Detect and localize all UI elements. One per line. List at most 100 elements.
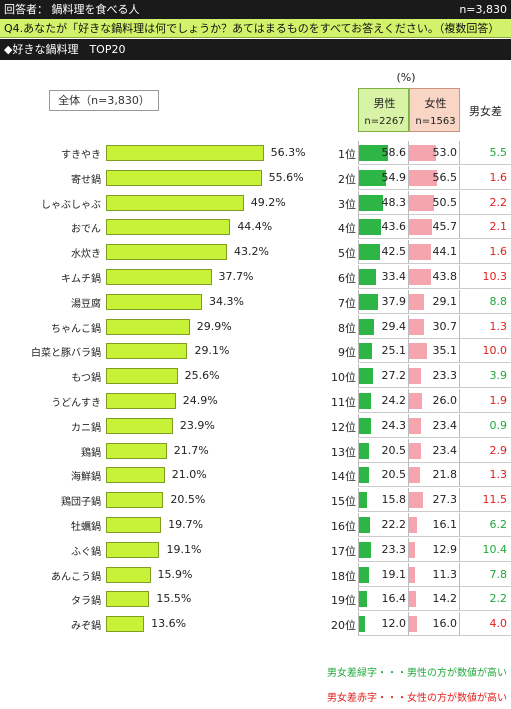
category-label: もつ鍋: [71, 373, 101, 385]
overall-value-label: 21.0%: [171, 468, 207, 482]
female-bar: [409, 269, 431, 285]
male-cell: 29.4: [358, 314, 409, 339]
overall-bar: [106, 393, 176, 409]
rank-label: 8位: [338, 321, 356, 335]
male-cell: 22.2: [358, 513, 409, 537]
male-bar: [359, 343, 372, 360]
female-n: n=1563: [415, 116, 456, 127]
male-bar: [359, 393, 372, 409]
female-cell: 16.0: [409, 612, 460, 637]
diff-value: 1.3: [489, 319, 508, 333]
female-column-header: 女性 n=1563: [409, 88, 460, 132]
male-value: 42.5: [381, 245, 407, 259]
female-value: 44.1: [432, 245, 458, 259]
female-value: 45.7: [432, 220, 458, 234]
female-value: 43.8: [432, 270, 458, 283]
male-cell: 16.4: [358, 587, 409, 612]
chart-row: うどんすき 24.9% 11位 24.2 26.0 1.9: [0, 389, 511, 413]
female-bar: [409, 393, 422, 409]
female-bar: [409, 145, 436, 161]
category-label: 寄せ鍋: [71, 174, 101, 186]
female-cell: 56.5: [409, 165, 460, 190]
chart-row: 海鮮鍋 21.0% 14位 20.5 21.8 1.3: [0, 463, 511, 488]
respondents-label: 回答者： 鍋料理を食べる人: [4, 3, 140, 16]
rank-label: 15位: [331, 495, 356, 509]
female-cell: 26.0: [409, 389, 460, 413]
male-value: 29.4: [381, 319, 407, 333]
female-cell: 29.1: [409, 289, 460, 314]
female-cell: 12.9: [409, 537, 460, 562]
female-label: 女性: [424, 97, 447, 110]
overall-value-label: 29.1%: [194, 344, 230, 358]
chart-row: 水炊き 43.2% 5位 42.5 44.1 1.6: [0, 240, 511, 265]
rank-label: 13位: [331, 445, 356, 459]
male-cell: 15.8: [358, 488, 409, 513]
female-cell: 50.5: [409, 190, 460, 215]
rank-label: 12位: [331, 420, 356, 434]
female-cell: 27.3: [409, 488, 460, 513]
category-label: カニ鍋: [71, 422, 101, 434]
female-value: 50.5: [432, 195, 458, 209]
female-cell: 23.4: [409, 413, 460, 438]
male-cell: 43.6: [358, 215, 409, 240]
rank-label: 16位: [331, 520, 356, 533]
rank-label: 19位: [331, 594, 356, 608]
rank-label: 10位: [331, 371, 356, 385]
chart-row: すきやき 56.3% 1位 58.6 53.0 5.5: [0, 141, 511, 165]
overall-bar: [106, 269, 212, 285]
diff-value: 10.4: [482, 542, 508, 556]
male-bar: [359, 169, 387, 186]
overall-bar: [106, 169, 262, 186]
category-label: 湯豆腐: [71, 298, 101, 310]
total-n: n=3,830: [459, 3, 507, 16]
female-bar: [409, 417, 421, 434]
category-label: ちゃんこ鍋: [51, 323, 101, 335]
overall-bar: [106, 219, 231, 236]
rank-label: 4位: [338, 222, 356, 236]
diff-value: 2.1: [489, 220, 508, 234]
female-value: 30.7: [432, 319, 458, 333]
female-value: 53.0: [432, 146, 458, 159]
diff-value: 8.8: [489, 294, 508, 308]
overall-value-label: 43.2%: [233, 245, 269, 259]
category-label: タラ鍋: [71, 596, 101, 608]
diff-value: 11.5: [482, 493, 508, 507]
diff-cell: 8.8: [460, 290, 511, 314]
rank-label: 2位: [338, 172, 356, 186]
male-diff-note: 男女差緑字・・・男性の方が数値が高い: [327, 668, 507, 679]
male-cell: 24.3: [358, 413, 409, 438]
female-value: 21.8: [432, 468, 458, 482]
diff-cell: 0.9: [460, 414, 511, 438]
female-cell: 11.3: [409, 562, 460, 587]
rank-label: 18位: [331, 569, 356, 583]
overall-value-label: 19.1%: [166, 542, 202, 556]
diff-cell: 1.3: [460, 463, 511, 488]
diff-value: 2.2: [489, 195, 508, 209]
male-bar: [359, 318, 374, 335]
overall-bar: [106, 517, 162, 533]
chart-row: 湯豆腐 34.3% 7位 37.9 29.1 8.8: [0, 289, 511, 314]
diff-cell: 1.6: [460, 166, 511, 190]
male-value: 58.6: [381, 146, 407, 159]
category-label: しゃぶしゃぶ: [41, 199, 101, 211]
female-cell: 53.0: [409, 141, 460, 165]
diff-value: 10.3: [482, 270, 508, 283]
overall-bar: [106, 293, 203, 310]
female-bar: [409, 194, 435, 211]
male-bar: [359, 616, 365, 633]
overall-value-label: 24.9%: [182, 394, 218, 407]
diff-cell: 1.6: [460, 240, 511, 265]
diff-value: 6.2: [489, 518, 508, 531]
male-bar: [359, 541, 371, 558]
male-cell: 20.5: [358, 438, 409, 463]
female-value: 23.4: [432, 418, 458, 432]
rank-label: 1位: [338, 148, 356, 161]
overall-bar: [106, 442, 167, 459]
diff-cell: 10.4: [460, 538, 511, 562]
female-bar: [409, 616, 417, 633]
female-value: 29.1: [432, 294, 458, 308]
question-text: Q4.あなたが「好きな鍋料理は何でしょうか？あてはまるものをすべてお答えください…: [0, 19, 511, 38]
category-label: 牡蠣鍋: [71, 522, 101, 533]
diff-cell: 10.0: [460, 339, 511, 364]
chart-row: 白菜と豚バラ鍋 29.1% 9位 25.1 35.1 10.0: [0, 339, 511, 364]
